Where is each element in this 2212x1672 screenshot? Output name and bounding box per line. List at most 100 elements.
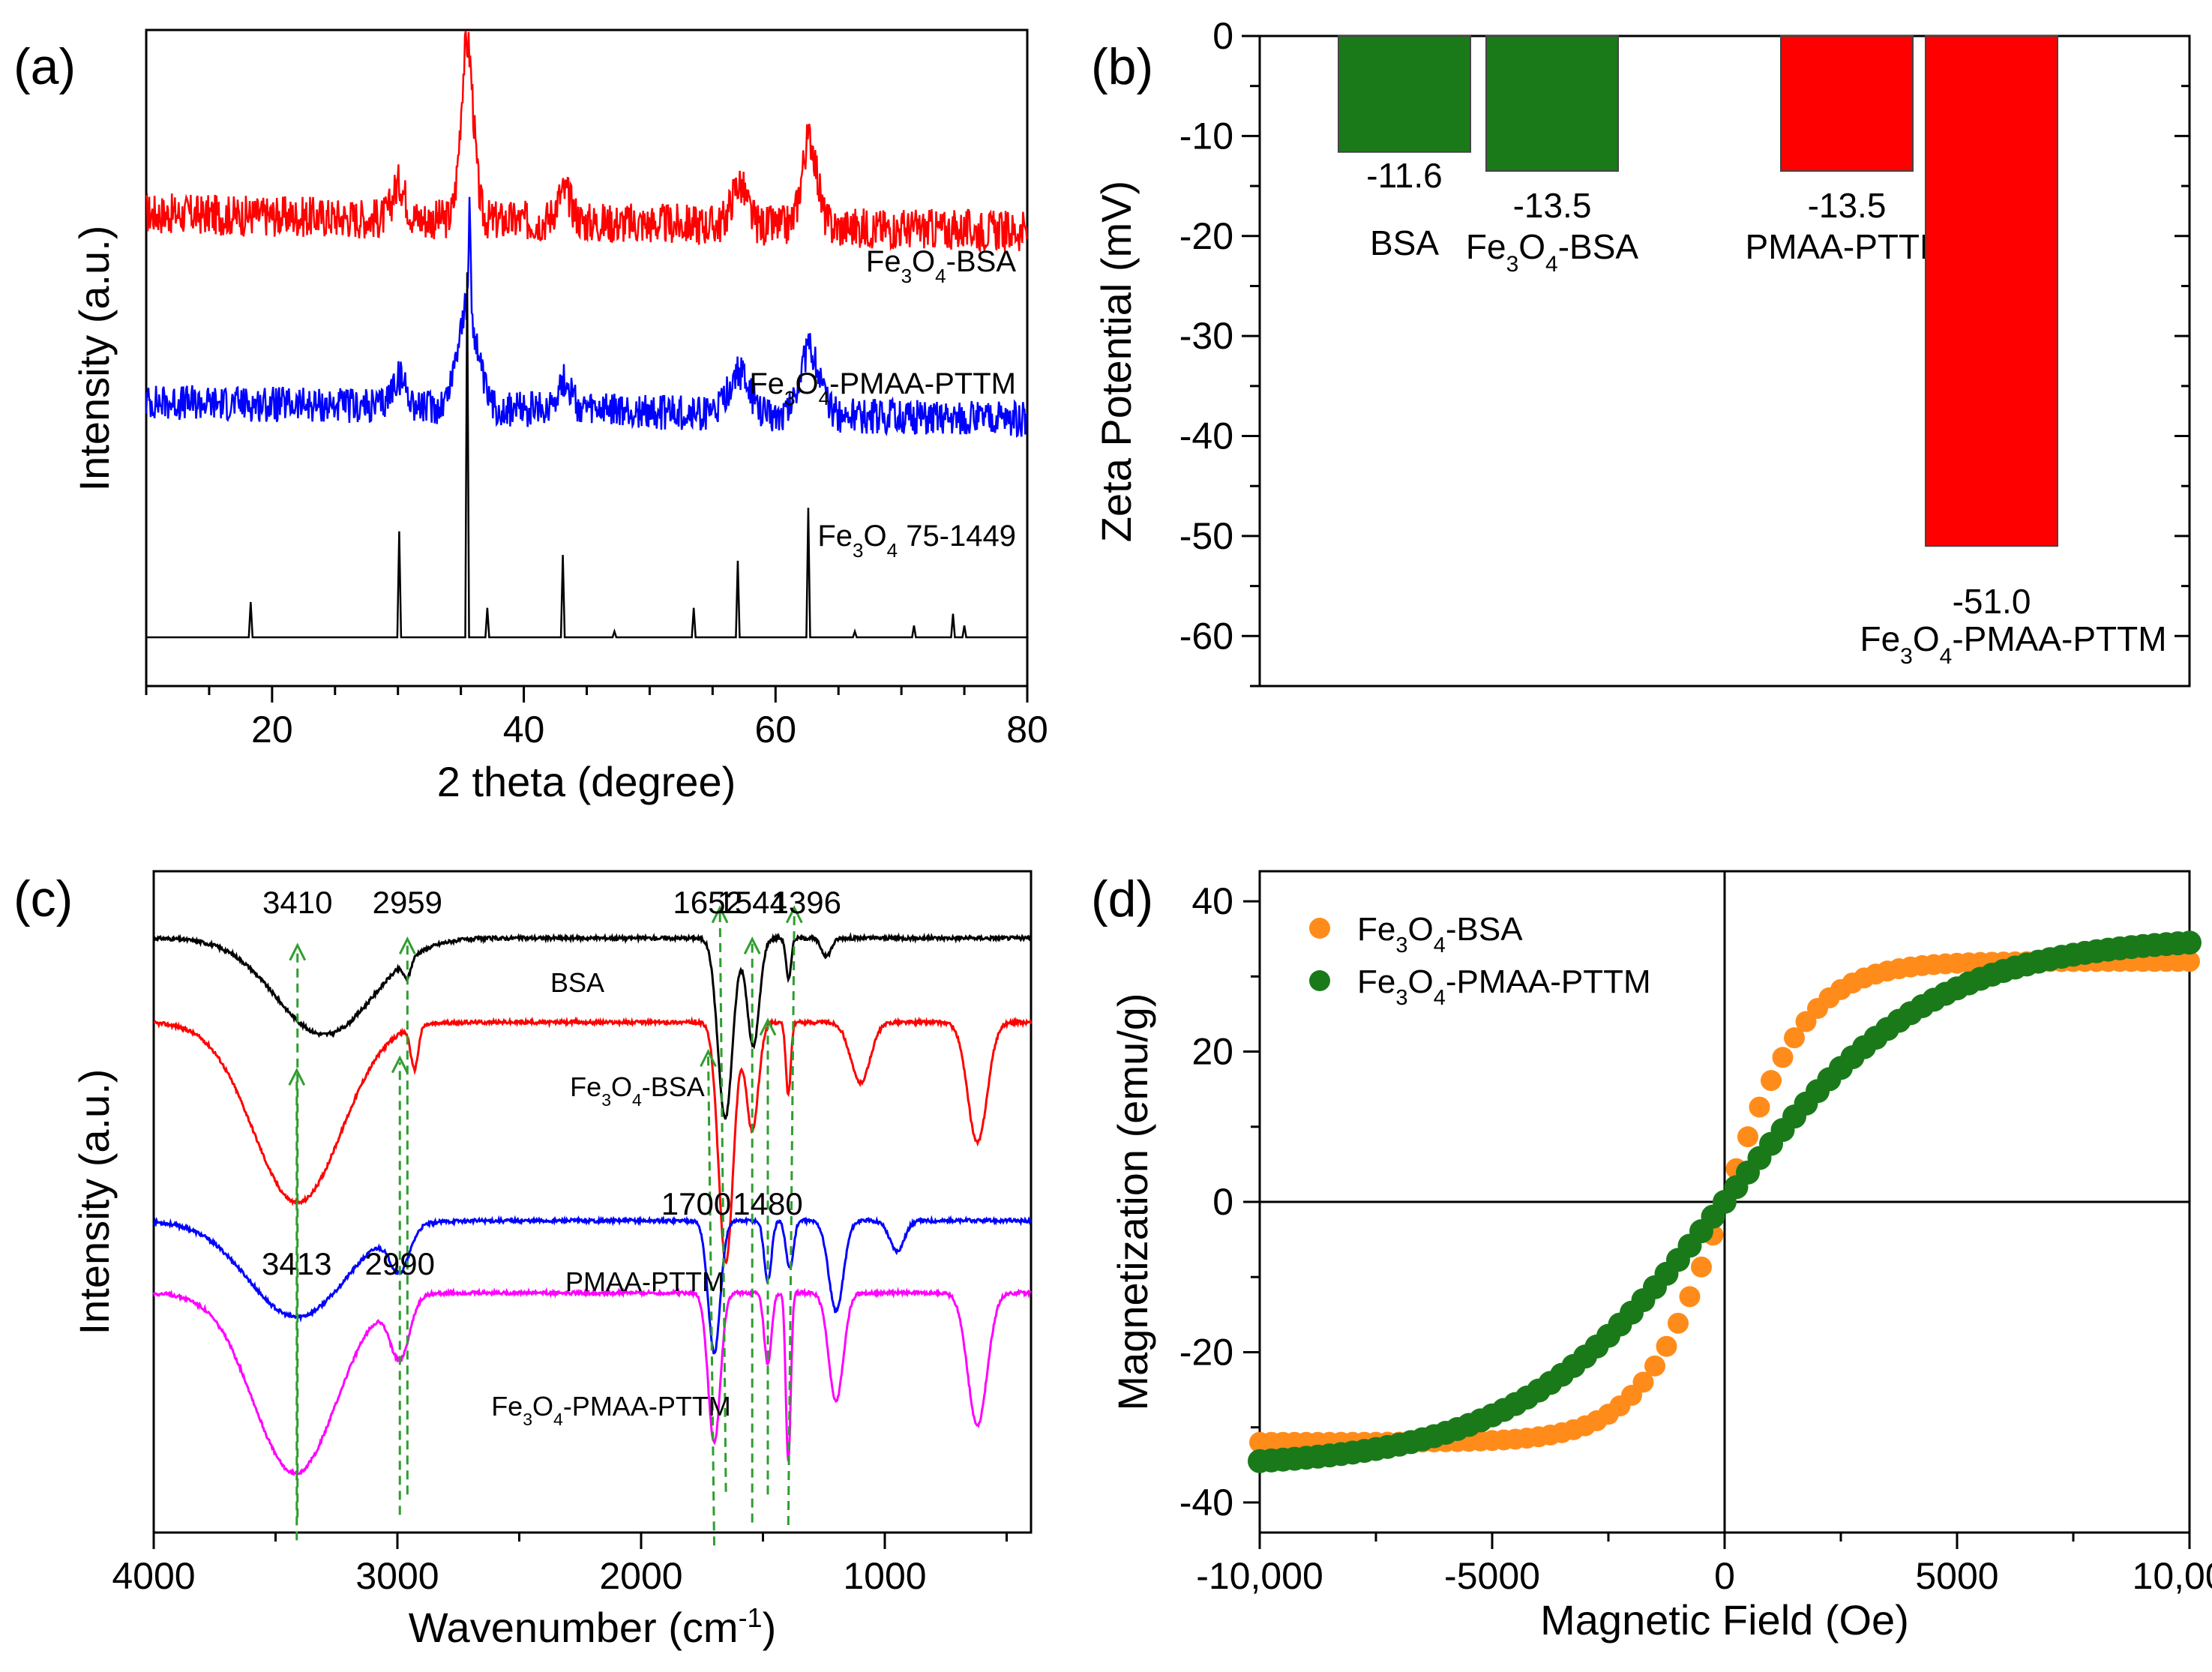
panel-c-ticks: 4000 3000 2000 1000 (112, 1533, 1008, 1597)
panel-c-annotation-arrow (289, 942, 307, 961)
panel-a-series-line (145, 30, 1028, 253)
panel-b-bar-name-label-s1: 3 (1506, 252, 1519, 277)
panel-c-series-line (152, 1215, 1032, 1355)
panel-b-bar (1925, 35, 2058, 547)
panel-d-legend-label-s2: 4 (1434, 933, 1446, 957)
panel-b-bar (1338, 35, 1471, 153)
panel-b-bar-name-label: PMAA-PTTM (1746, 227, 1949, 266)
panel-c-annotation-label: 3410 (262, 885, 332, 920)
panel-c-axes-frame (152, 870, 1033, 1534)
panel-d-legend-label-post: -PMAA-PTTM (1446, 963, 1651, 1000)
panel-d-scatter-point (1691, 1256, 1712, 1278)
panel-b-bar-name-label-post: -BSA (1558, 227, 1639, 266)
panel-d-ytick-label: 0 (1212, 1181, 1233, 1223)
panel-d-label: (d) (1091, 870, 1153, 927)
panel-b-bars: -11.6BSA-13.5Fe3O4-BSA-13.5PMAA-PTTM-51.… (1338, 35, 2167, 669)
panel-b-bar (1780, 35, 1914, 172)
panel-a-series-label: Fe3O4-BSA (866, 245, 1016, 287)
panel-b-ticks: 0 -10 -20 -30 -40 -50 -60 (1179, 15, 2190, 688)
panel-a-ticks: 20 40 60 80 (145, 686, 1048, 751)
panel-b-ytick-label: -30 (1179, 315, 1233, 357)
panel-c-series-label-post: -PMAA-PTTM (563, 1391, 731, 1422)
panel-c-ylabel: Intensity (a.u.) (70, 1069, 118, 1335)
panel-d-legend-label-s1: 3 (1395, 986, 1407, 1010)
panel-a-series-label-pre: Fe (866, 245, 901, 278)
panel-b-bar-name-label-s2: 4 (1940, 644, 1953, 669)
panel-a-series-label-s2: 4 (887, 539, 898, 562)
panel-c-series-label: Fe3O4-PMAA-PTTM (491, 1391, 731, 1429)
panel-b-ylabel: Zeta Potential (mV) (1093, 181, 1140, 542)
panel-a-xtick-label: 80 (1006, 709, 1048, 751)
panel-d-scatter-point (1632, 1371, 1654, 1393)
panel-a-series (145, 30, 1028, 639)
panel-a-series-label-s2: 4 (935, 265, 946, 287)
panel-d-xtick-label: -10,000 (1196, 1555, 1323, 1597)
panel-b-bar-name-label-pre: PMAA-PTTM (1746, 227, 1949, 266)
panel-d-xtick-label: 10,000 (2133, 1555, 2212, 1597)
panel-b: (b) 0-10-20-30-40-50-60 -11.6BSA-13.5Fe3… (1091, 15, 2191, 688)
panel-b-bar-name-label-s2: 4 (1545, 252, 1558, 277)
panel-c-series-label: BSA (550, 967, 604, 998)
panel-a-series-label-post: -BSA (946, 245, 1017, 278)
panel-c-annotation-label: 2959 (373, 885, 442, 920)
panel-a-xtick-label: 20 (251, 709, 293, 751)
panel-d-scatter-point (1772, 1047, 1794, 1068)
panel-a-series-label-mid: O (863, 520, 886, 553)
panel-a-series-label-mid: O (912, 245, 935, 278)
panel-b-bar-name-label-mid: O (1913, 619, 1940, 658)
panel-c-xlabel: Wavenumber (cm-1) (409, 1602, 776, 1652)
panel-c-annotation-line (787, 912, 796, 1526)
panel-d-ytick-label: 40 (1191, 880, 1233, 922)
panel-a-series-line (146, 272, 1027, 639)
panel-c-xlabel-main: Wavenumber (cm (409, 1604, 739, 1651)
panel-c: (c) 4000 3000 2000 1000 3410 2959 16521544139… (13, 870, 1033, 1652)
panel-a-series-label-s1: 3 (853, 539, 863, 562)
panel-a-series-label-pre: Fe (817, 520, 853, 553)
panel-a-series-label: Fe3O4 75-1449 (817, 520, 1016, 562)
panel-b-bar-name-label: BSA (1370, 223, 1439, 262)
panel-d-scatter-point (1784, 1027, 1805, 1049)
panel-d-xtick-label: -5000 (1444, 1555, 1540, 1597)
panel-d: (d) -10,000 -5000 0 5000 10,000 40 20 0 -20 -40 F… (1091, 870, 2212, 1644)
panel-a: (a) 20 40 60 80 Fe3O4-BSAFe3O4-PMAA-PTTMFe3… (13, 28, 1048, 805)
panel-b-ytick-label: -60 (1179, 615, 1233, 657)
panel-c-series-label-pre: BSA (550, 967, 604, 998)
panel-d-scatter-point (2179, 951, 2200, 972)
panel-d-scatter-point (1656, 1335, 1677, 1357)
panel-b-axes-frame (1258, 34, 2191, 688)
panel-c-annotation-label: 1652 (673, 885, 742, 920)
panel-d-xtick-label: 0 (1714, 1555, 1735, 1597)
panel-a-ylabel: Intensity (a.u.) (70, 226, 118, 492)
panel-d-ytick-label: -20 (1179, 1331, 1233, 1373)
panel-c-annotation-arrow (785, 905, 803, 924)
panel-a-xtick-label: 40 (503, 709, 545, 751)
panel-d-xlabel: Magnetic Field (Oe) (1540, 1596, 1909, 1644)
panel-b-ytick-label: -50 (1179, 515, 1233, 557)
panel-d-scatter-point (1761, 1070, 1782, 1092)
panel-d-legend-label-s2: 4 (1434, 986, 1446, 1010)
panel-d-legend-label-mid: O (1408, 911, 1434, 948)
panel-b-bar-value-label: -13.5 (1808, 186, 1887, 225)
panel-c-series-label-s2: 4 (632, 1090, 642, 1110)
panel-c-series-label-pre: Fe (570, 1071, 601, 1102)
panel-b-bar-value-label: -51.0 (1953, 582, 2031, 621)
panel-d-legend-label-pre: Fe (1357, 963, 1395, 1000)
panel-c-series-line (152, 1287, 1032, 1476)
panel-a-series-label-s2: 4 (819, 387, 829, 409)
panel-d-series (1248, 930, 2202, 1473)
panel-a-xtick-label: 60 (754, 709, 796, 751)
panel-c-xtick-label: 1000 (843, 1555, 926, 1597)
panel-b-bar-name-label-s1: 3 (1900, 644, 1913, 669)
panel-d-legend-label: Fe3O4-BSA (1357, 911, 1523, 957)
panel-c-annotation-arrow (743, 936, 761, 955)
panel-c-xtick-label: 4000 (112, 1555, 195, 1597)
panel-c-series-label-s1: 3 (523, 1410, 532, 1429)
panel-b-bar-value-label: -11.6 (1366, 156, 1442, 195)
panel-d-xtick-label: 5000 (1915, 1555, 1998, 1597)
panel-d-scatter-point (1679, 1286, 1701, 1308)
panel-a-series-line (145, 196, 1028, 438)
